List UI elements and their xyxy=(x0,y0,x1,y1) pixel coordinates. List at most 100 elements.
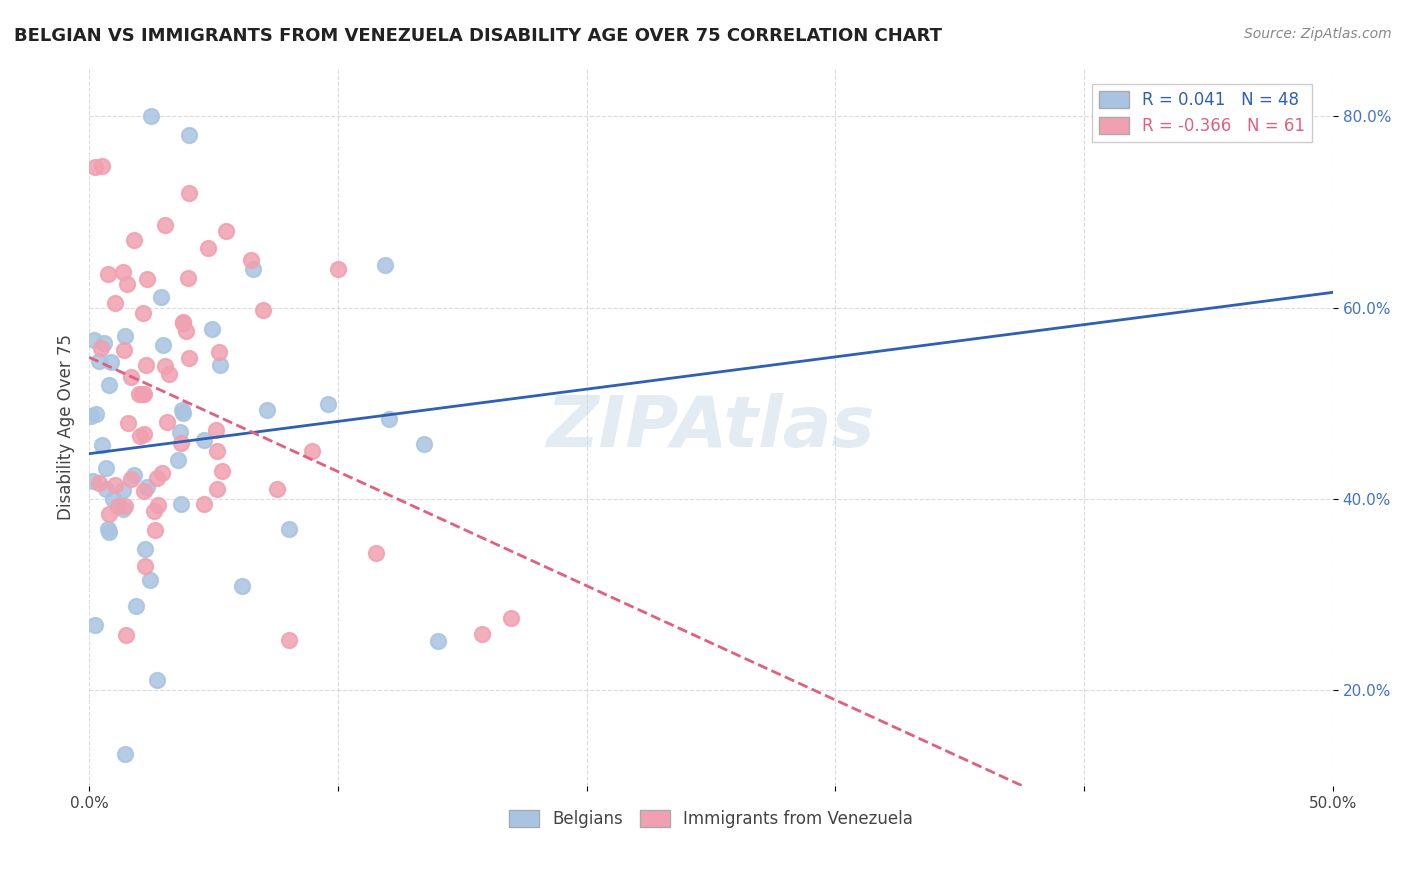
Point xyxy=(231,579,253,593)
Point xyxy=(91,437,114,451)
Point xyxy=(499,610,522,624)
Point xyxy=(146,673,169,688)
Point xyxy=(120,472,142,486)
Point xyxy=(169,425,191,439)
Point xyxy=(278,522,301,536)
Point xyxy=(205,443,228,458)
Point xyxy=(135,480,157,494)
Point xyxy=(132,427,155,442)
Point xyxy=(413,437,436,451)
Point xyxy=(82,474,104,488)
Point xyxy=(471,626,494,640)
Point xyxy=(128,429,150,443)
Point xyxy=(156,416,179,430)
Point xyxy=(104,478,127,492)
Point xyxy=(177,128,200,143)
Point xyxy=(134,387,156,401)
Point xyxy=(84,161,107,175)
Point xyxy=(80,409,103,424)
Y-axis label: Disability Age Over 75: Disability Age Over 75 xyxy=(58,334,75,520)
Point xyxy=(374,259,396,273)
Point xyxy=(256,403,278,417)
Point xyxy=(107,499,129,513)
Point xyxy=(266,482,288,496)
Point xyxy=(94,461,117,475)
Point xyxy=(98,377,121,392)
Point xyxy=(252,303,274,318)
Point xyxy=(193,497,215,511)
Point xyxy=(143,523,166,537)
Point xyxy=(94,483,117,497)
Point xyxy=(141,109,163,123)
Point xyxy=(114,329,136,343)
Point xyxy=(100,354,122,368)
Point xyxy=(90,159,112,173)
Point xyxy=(176,324,198,338)
Point xyxy=(197,241,219,255)
Text: ZIPAtlas: ZIPAtlas xyxy=(547,392,875,462)
Point xyxy=(316,396,339,410)
Point xyxy=(149,290,172,304)
Point xyxy=(278,632,301,647)
Point xyxy=(128,387,150,401)
Point xyxy=(143,504,166,518)
Point xyxy=(153,359,176,373)
Point xyxy=(115,277,138,291)
Point xyxy=(134,542,156,557)
Point xyxy=(101,491,124,506)
Point xyxy=(134,483,156,498)
Point xyxy=(326,262,349,277)
Point xyxy=(114,747,136,762)
Point xyxy=(112,483,135,497)
Point xyxy=(93,336,115,351)
Point xyxy=(179,351,201,365)
Point xyxy=(167,452,190,467)
Point xyxy=(169,497,191,511)
Point xyxy=(90,342,112,356)
Point xyxy=(209,358,232,372)
Point xyxy=(120,370,142,384)
Point xyxy=(301,444,323,458)
Point xyxy=(97,522,120,536)
Point xyxy=(152,338,174,352)
Point xyxy=(138,573,160,587)
Point xyxy=(84,618,107,632)
Point xyxy=(170,436,193,450)
Point xyxy=(157,367,180,381)
Point xyxy=(87,476,110,491)
Text: Source: ZipAtlas.com: Source: ZipAtlas.com xyxy=(1244,27,1392,41)
Point xyxy=(146,471,169,485)
Point xyxy=(134,559,156,574)
Point xyxy=(132,306,155,320)
Text: BELGIAN VS IMMIGRANTS FROM VENEZUELA DISABILITY AGE OVER 75 CORRELATION CHART: BELGIAN VS IMMIGRANTS FROM VENEZUELA DIS… xyxy=(14,27,942,45)
Point xyxy=(366,545,388,559)
Point xyxy=(83,334,105,348)
Point xyxy=(148,498,170,512)
Legend: Belgians, Immigrants from Venezuela: Belgians, Immigrants from Venezuela xyxy=(502,804,920,835)
Point xyxy=(97,267,120,281)
Point xyxy=(204,423,226,437)
Point xyxy=(124,467,146,482)
Point xyxy=(122,233,145,247)
Point xyxy=(115,628,138,642)
Point xyxy=(377,412,399,426)
Point xyxy=(104,296,127,310)
Point xyxy=(177,271,200,285)
Point xyxy=(172,406,194,420)
Point xyxy=(150,466,173,480)
Point xyxy=(117,416,139,430)
Point xyxy=(211,464,233,478)
Point xyxy=(98,525,121,540)
Point xyxy=(193,434,215,448)
Point xyxy=(89,354,111,368)
Point xyxy=(215,224,238,238)
Point xyxy=(426,634,449,648)
Point xyxy=(173,316,195,330)
Point xyxy=(177,186,200,200)
Point xyxy=(111,265,134,279)
Point xyxy=(208,345,231,359)
Point xyxy=(200,322,222,336)
Point xyxy=(112,502,135,516)
Point xyxy=(172,314,194,328)
Point xyxy=(172,403,194,417)
